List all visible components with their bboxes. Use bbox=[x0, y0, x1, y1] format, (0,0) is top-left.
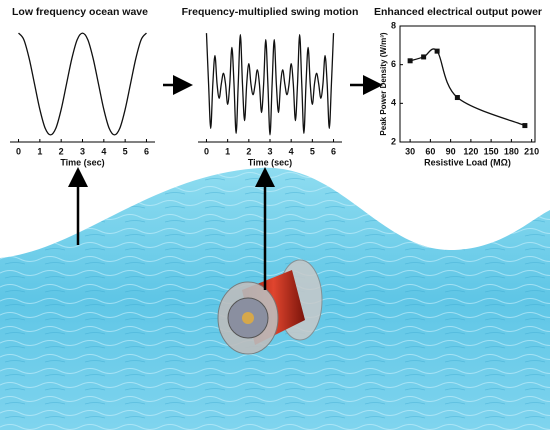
chart-title: Enhanced electrical output power bbox=[374, 6, 542, 18]
x-tick-label: 3 bbox=[80, 146, 85, 156]
x-tick-label: 4 bbox=[289, 146, 294, 156]
x-axis-label: Time (sec) bbox=[60, 157, 104, 167]
x-tick-label: 2 bbox=[59, 146, 64, 156]
y-tick-label: 2 bbox=[391, 136, 396, 146]
x-tick-label: 210 bbox=[524, 146, 539, 156]
data-point bbox=[421, 54, 427, 60]
x-tick-label: 180 bbox=[504, 146, 519, 156]
x-tick-label: 0 bbox=[204, 146, 209, 156]
x-tick-label: 30 bbox=[405, 146, 415, 156]
data-point bbox=[454, 95, 460, 101]
chart-title: Frequency-multiplied swing motion bbox=[182, 6, 359, 18]
x-tick-label: 6 bbox=[331, 146, 336, 156]
x-tick-label: 6 bbox=[144, 146, 149, 156]
x-tick-label: 3 bbox=[267, 146, 272, 156]
x-tick-label: 1 bbox=[225, 146, 230, 156]
x-tick-label: 150 bbox=[484, 146, 499, 156]
device bbox=[217, 259, 323, 355]
x-tick-label: 1 bbox=[37, 146, 42, 156]
plot-frame bbox=[399, 25, 536, 143]
arrows bbox=[68, 75, 383, 290]
x-tick-label: 60 bbox=[425, 146, 435, 156]
x-tick-label: 0 bbox=[16, 146, 21, 156]
data-point bbox=[434, 48, 440, 54]
y-tick-label: 6 bbox=[391, 59, 396, 69]
x-axis-label: Time (sec) bbox=[248, 157, 292, 167]
y-tick-label: 8 bbox=[391, 20, 396, 30]
chart-title: Low frequency ocean wave bbox=[12, 6, 148, 18]
x-tick-label: 5 bbox=[310, 146, 315, 156]
x-tick-label: 4 bbox=[101, 146, 106, 156]
x-tick-label: 90 bbox=[446, 146, 456, 156]
data-point bbox=[522, 123, 528, 129]
y-tick-label: 4 bbox=[391, 98, 396, 108]
x-tick-label: 2 bbox=[246, 146, 251, 156]
data-point bbox=[407, 58, 413, 64]
data-line bbox=[205, 33, 335, 136]
y-axis-label: Peak Power Density (W/m³) bbox=[379, 32, 388, 135]
x-axis-label: Resistive Load (MΩ) bbox=[424, 157, 511, 167]
data-line bbox=[18, 32, 147, 136]
x-tick-label: 120 bbox=[463, 146, 478, 156]
x-tick-label: 5 bbox=[123, 146, 128, 156]
